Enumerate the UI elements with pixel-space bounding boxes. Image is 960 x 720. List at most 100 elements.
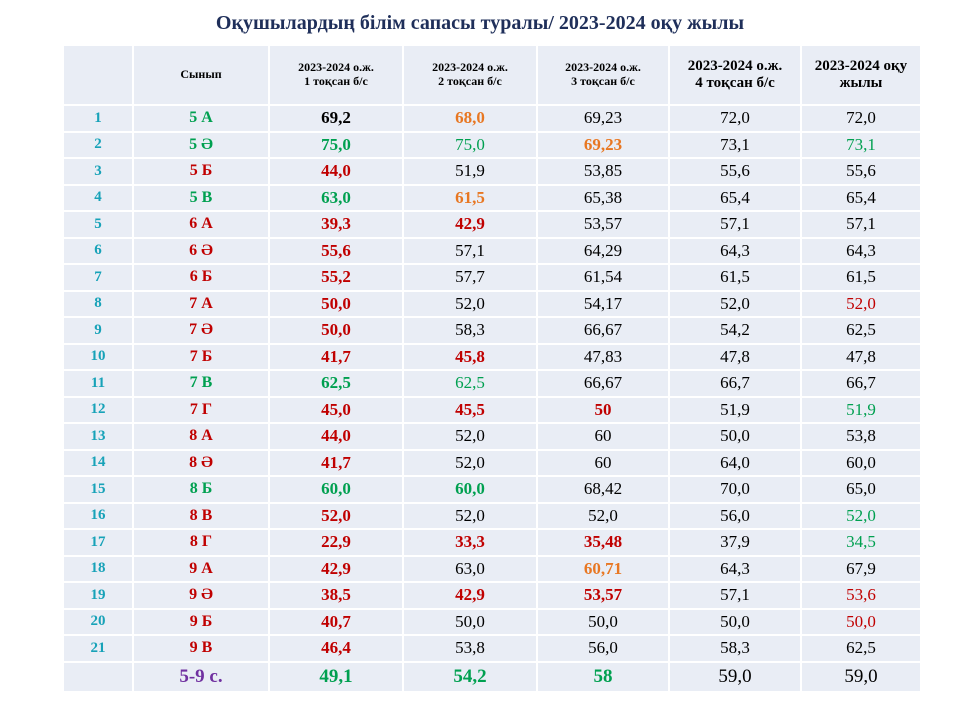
class-name: 8 А <box>134 424 268 449</box>
score-cell: 50,0 <box>538 609 668 634</box>
score-cell: 72,0 <box>802 106 920 131</box>
class-name: 9 Б <box>134 609 268 634</box>
score-cell: 57,1 <box>670 583 800 608</box>
header-number <box>64 46 132 104</box>
score-cell: 53,8 <box>404 636 536 661</box>
table-row: 15 8 Б 60,0 60,0 68,42 70,0 65,0 <box>64 477 920 502</box>
score-cell: 63,0 <box>270 185 402 210</box>
score-cell: 41,7 <box>270 450 402 475</box>
score-cell: 53,85 <box>538 159 668 184</box>
table-row: 21 9 В 46,4 53,8 56,0 58,3 62,5 <box>64 636 920 661</box>
score-cell: 52,0 <box>802 503 920 528</box>
score-cell: 52,0 <box>538 503 668 528</box>
score-cell: 72,0 <box>670 106 800 131</box>
class-name: 7 Б <box>134 344 268 369</box>
row-number: 8 <box>64 291 132 316</box>
score-cell: 61,5 <box>404 185 536 210</box>
quality-table: Сынып 2023-2024 о.ж. 1 тоқсан б/с 2023-20… <box>62 44 922 693</box>
total-score-cell: 54,2 <box>404 662 536 691</box>
score-cell: 66,7 <box>670 371 800 396</box>
score-cell: 50,0 <box>270 318 402 343</box>
class-name: 5 В <box>134 185 268 210</box>
row-number: 5 <box>64 212 132 237</box>
total-row: 5-9 с. 49,1 54,2 58 59,0 59,0 <box>64 662 920 691</box>
row-number: 3 <box>64 159 132 184</box>
header-year-text: 2023-2024 оқу жылы <box>814 57 908 91</box>
row-number: 7 <box>64 265 132 290</box>
row-number: 1 <box>64 106 132 131</box>
score-cell: 34,5 <box>802 530 920 555</box>
header-q1: 2023-2024 о.ж. 1 тоқсан б/с <box>270 46 402 104</box>
score-cell: 60,0 <box>270 477 402 502</box>
score-cell: 50,0 <box>404 609 536 634</box>
score-cell: 52,0 <box>670 291 800 316</box>
class-name: 7 Г <box>134 397 268 422</box>
header-q1-text: 2023-2024 о.ж. 1 тоқсан б/с <box>298 60 374 88</box>
score-cell: 65,4 <box>802 185 920 210</box>
row-number: 13 <box>64 424 132 449</box>
score-cell: 60,0 <box>404 477 536 502</box>
score-cell: 52,0 <box>404 424 536 449</box>
score-cell: 51,9 <box>670 397 800 422</box>
row-number: 2 <box>64 132 132 157</box>
score-cell: 55,6 <box>802 159 920 184</box>
score-cell: 62,5 <box>802 318 920 343</box>
score-cell: 46,4 <box>270 636 402 661</box>
score-cell: 51,9 <box>404 159 536 184</box>
table-row: 16 8 В 52,0 52,0 52,0 56,0 52,0 <box>64 503 920 528</box>
score-cell: 65,4 <box>670 185 800 210</box>
score-cell: 65,0 <box>802 477 920 502</box>
score-cell: 55,2 <box>270 265 402 290</box>
row-number: 21 <box>64 636 132 661</box>
score-cell: 40,7 <box>270 609 402 634</box>
class-name: 6 Б <box>134 265 268 290</box>
table-row: 18 9 А 42,9 63,0 60,71 64,3 67,9 <box>64 556 920 581</box>
row-number: 12 <box>64 397 132 422</box>
header-q2-text: 2023-2024 о.ж. 2 тоқсан б/с <box>432 60 508 88</box>
table-row: 20 9 Б 40,7 50,0 50,0 50,0 50,0 <box>64 609 920 634</box>
header-q4-text: 2023-2024 о.ж. 4 тоқсан б/с <box>687 57 783 91</box>
score-cell: 42,9 <box>404 583 536 608</box>
score-cell: 42,9 <box>270 556 402 581</box>
score-cell: 69,23 <box>538 132 668 157</box>
row-number: 6 <box>64 238 132 263</box>
score-cell: 44,0 <box>270 159 402 184</box>
row-number: 20 <box>64 609 132 634</box>
header-q3-text: 2023-2024 о.ж. 3 тоқсан б/с <box>565 60 641 88</box>
score-cell: 52,0 <box>404 450 536 475</box>
row-number: 9 <box>64 318 132 343</box>
score-cell: 50 <box>538 397 668 422</box>
score-cell: 42,9 <box>404 212 536 237</box>
score-cell: 75,0 <box>270 132 402 157</box>
table-row: 19 9 Ә 38,5 42,9 53,57 57,1 53,6 <box>64 583 920 608</box>
score-cell: 45,5 <box>404 397 536 422</box>
class-name: 7 Ә <box>134 318 268 343</box>
score-cell: 50,0 <box>670 424 800 449</box>
class-name: 5 Б <box>134 159 268 184</box>
score-cell: 68,0 <box>404 106 536 131</box>
class-name: 6 Ә <box>134 238 268 263</box>
score-cell: 57,1 <box>802 212 920 237</box>
row-number: 18 <box>64 556 132 581</box>
score-cell: 62,5 <box>270 371 402 396</box>
score-cell: 52,0 <box>404 291 536 316</box>
score-cell: 55,6 <box>670 159 800 184</box>
header-year: 2023-2024 оқу жылы <box>802 46 920 104</box>
class-name: 8 Ә <box>134 450 268 475</box>
score-cell: 57,1 <box>404 238 536 263</box>
row-number: 10 <box>64 344 132 369</box>
score-cell: 60 <box>538 424 668 449</box>
score-cell: 61,5 <box>670 265 800 290</box>
score-cell: 56,0 <box>538 636 668 661</box>
page-title: Оқушылардың білім сапасы туралы/ 2023-20… <box>215 12 745 34</box>
class-name: 8 Б <box>134 477 268 502</box>
score-cell: 37,9 <box>670 530 800 555</box>
header-q4: 2023-2024 о.ж. 4 тоқсан б/с <box>670 46 800 104</box>
score-cell: 38,5 <box>270 583 402 608</box>
score-cell: 47,8 <box>802 344 920 369</box>
